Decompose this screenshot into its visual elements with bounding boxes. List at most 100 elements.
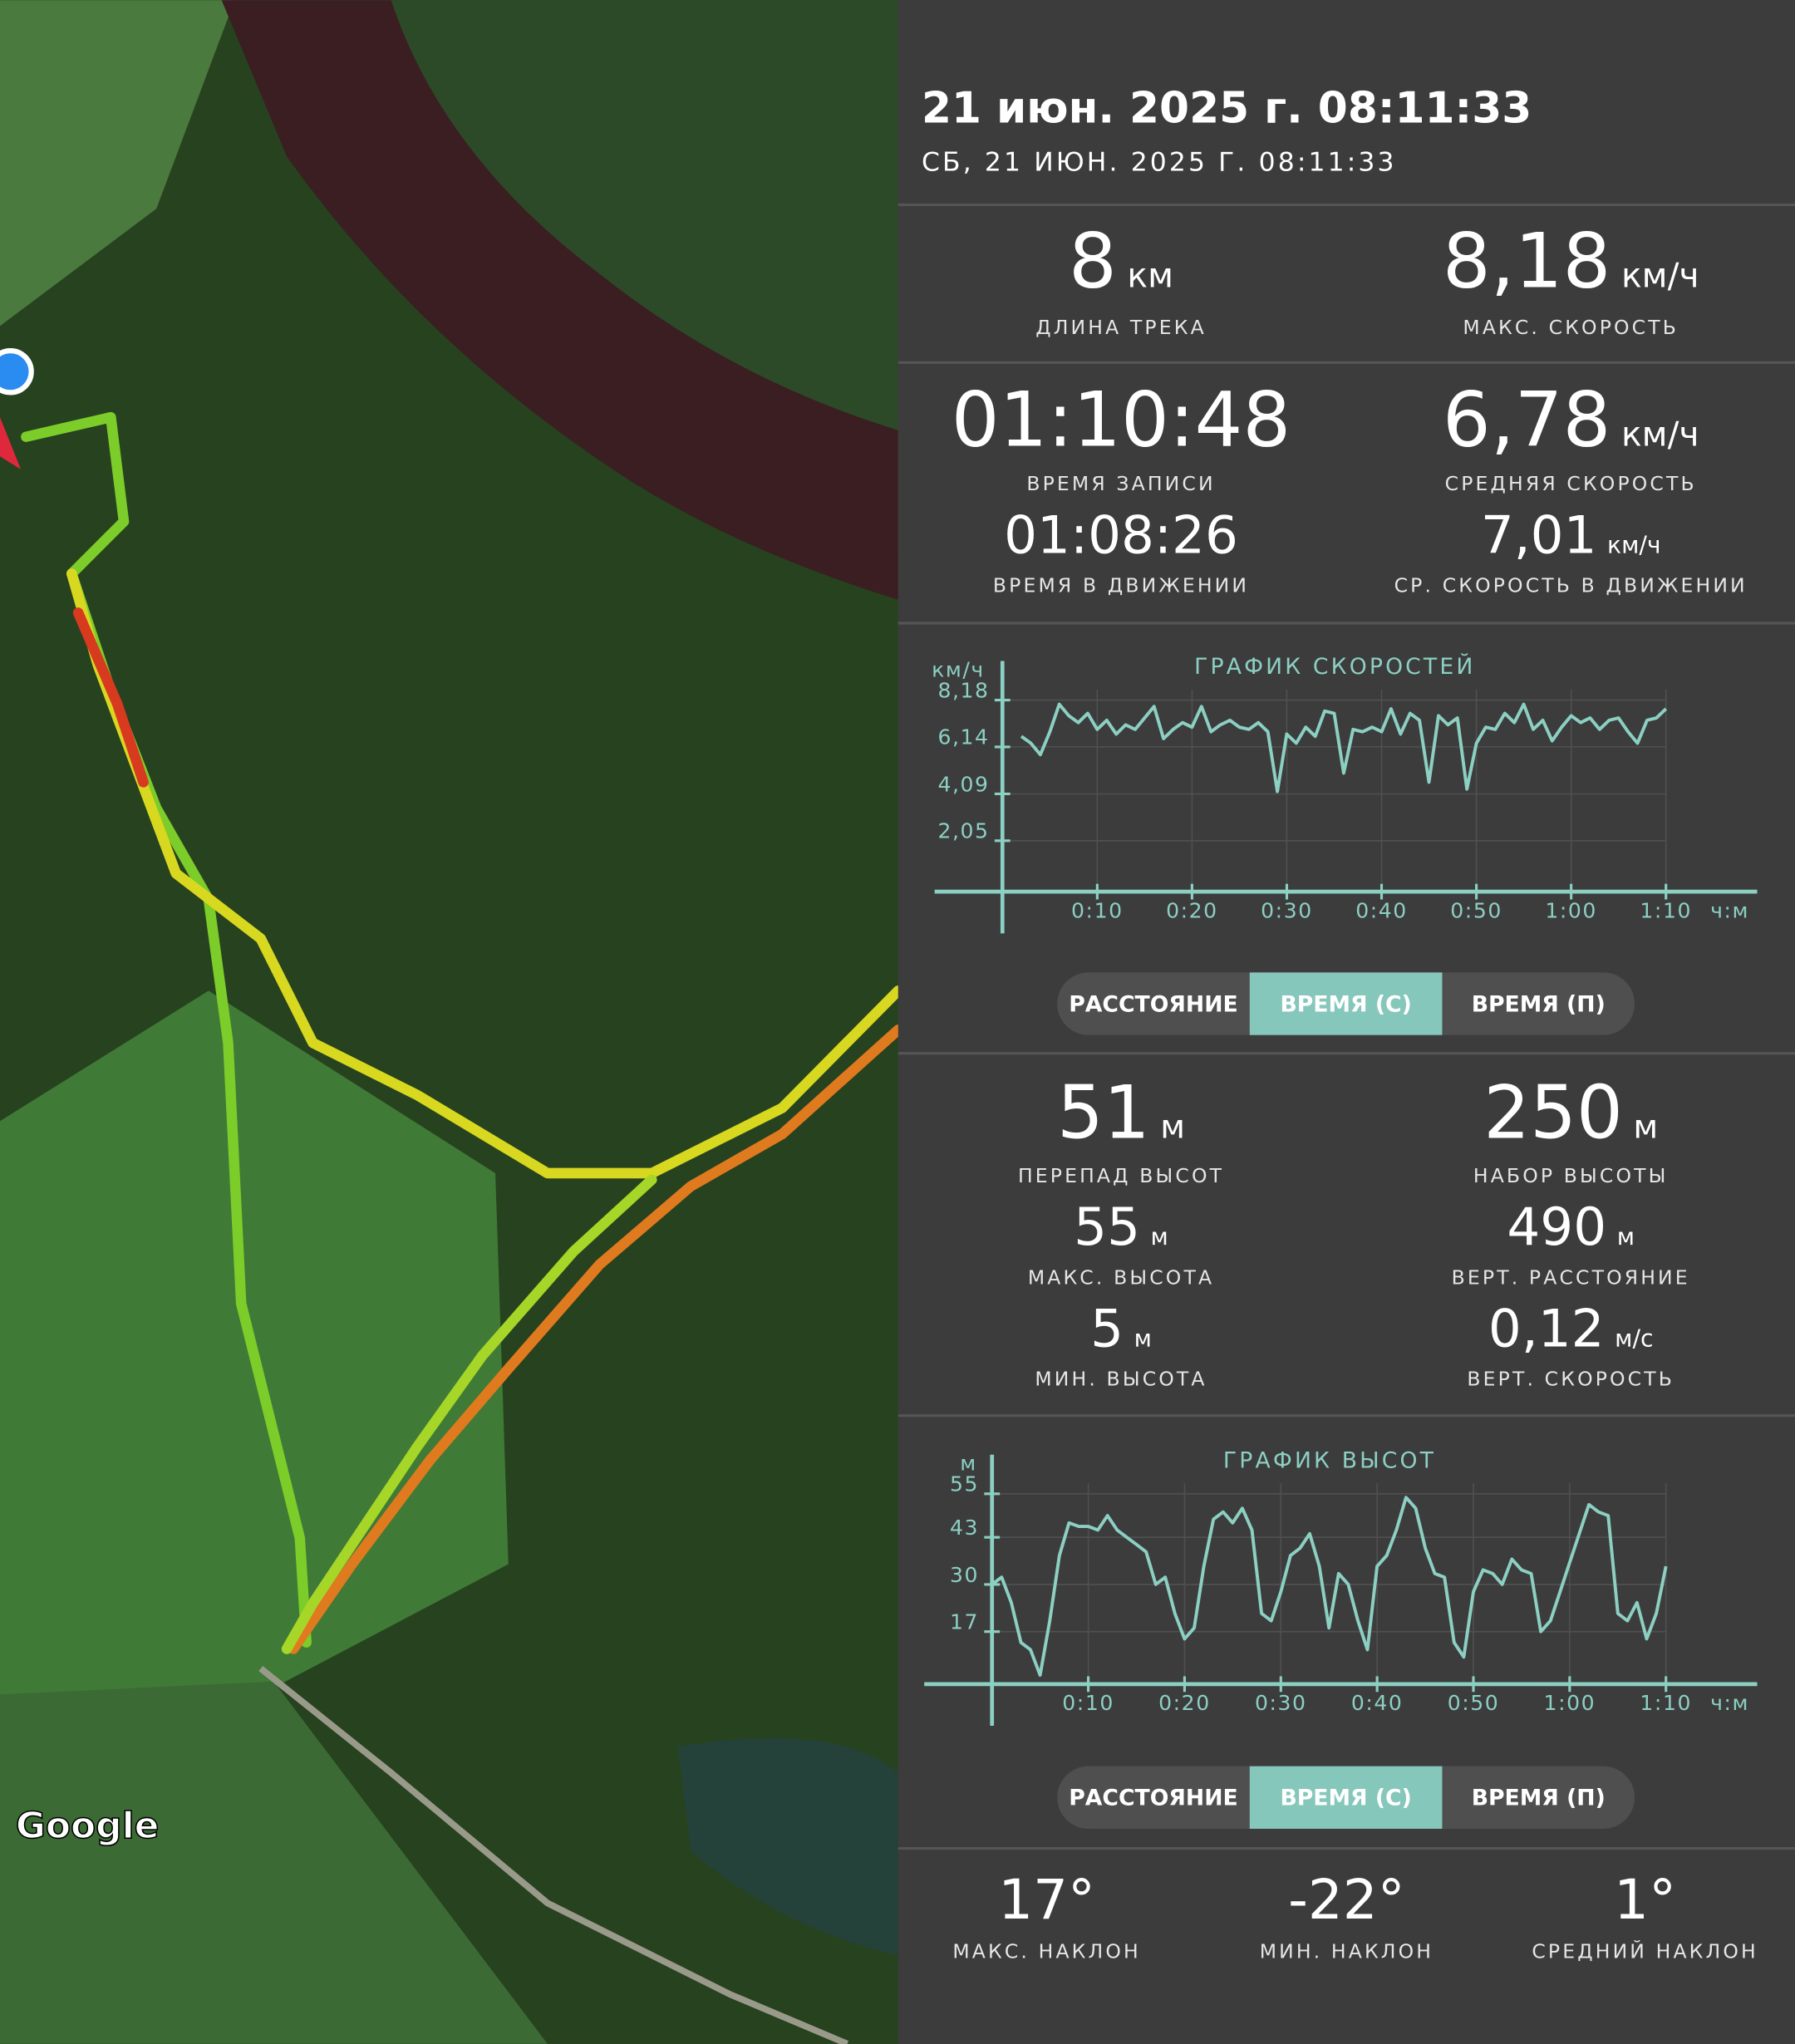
stat-value: 51 м bbox=[1057, 1070, 1185, 1156]
x-tick-label: 1:10 bbox=[1640, 1691, 1692, 1715]
stat-unit: км bbox=[1127, 255, 1173, 295]
toggle-option[interactable]: ВРЕМЯ (С) bbox=[1280, 1786, 1411, 1811]
stat-value: 0,12 м/с bbox=[1488, 1299, 1654, 1359]
stat-value: 8 км bbox=[1069, 218, 1173, 305]
stat-label: МИН. ВЫСОТА bbox=[1035, 1368, 1207, 1391]
field bbox=[0, 0, 235, 327]
y-tick-label: 43 bbox=[950, 1516, 979, 1540]
stat-number: -22° bbox=[1288, 1868, 1405, 1932]
road bbox=[258, 1665, 849, 2044]
stat-label: СРЕДНИЙ НАКЛОН bbox=[1532, 1939, 1758, 1963]
x-tick-label: 0:10 bbox=[1071, 899, 1124, 923]
stat-value: 55 м bbox=[1074, 1196, 1168, 1257]
stat-label: МИН. НАКЛОН bbox=[1260, 1939, 1434, 1963]
stat-label: ВЕРТ. СКОРОСТЬ bbox=[1467, 1368, 1675, 1391]
stat-label: ВРЕМЯ ЗАПИСИ bbox=[1026, 472, 1215, 495]
stat-number: 6,78 bbox=[1443, 377, 1611, 464]
stat-value: 17° bbox=[998, 1868, 1095, 1932]
stat-unit: км/ч bbox=[1621, 255, 1699, 295]
stat-label: ВЕРТ. РАССТОЯНИЕ bbox=[1452, 1265, 1690, 1289]
x-axis-unit: ч:м bbox=[1710, 899, 1749, 923]
y-axis-unit: м bbox=[960, 1452, 977, 1476]
y-tick-label: 4,09 bbox=[937, 772, 989, 796]
toggle-option[interactable]: РАССТОЯНИЕ bbox=[1069, 1786, 1238, 1811]
y-tick-label: 55 bbox=[950, 1472, 979, 1496]
x-tick-label: 0:20 bbox=[1166, 899, 1218, 923]
x-tick-label: 0:20 bbox=[1158, 1691, 1211, 1715]
stat-number: 8,18 bbox=[1443, 218, 1611, 305]
stat-number: 17° bbox=[998, 1868, 1095, 1932]
stat-number: 0,12 bbox=[1488, 1299, 1605, 1359]
start-marker bbox=[0, 348, 34, 396]
x-tick-label: 0:50 bbox=[1448, 1691, 1500, 1715]
track-segment bbox=[281, 1174, 657, 1654]
x-axis-unit: ч:м bbox=[1710, 1691, 1749, 1715]
stat-value: 01:10:48 bbox=[952, 377, 1291, 464]
stat-value: -22° bbox=[1288, 1868, 1405, 1932]
stat-label: МАКС. ВЫСОТА bbox=[1028, 1265, 1214, 1289]
stat-unit: м bbox=[1151, 1223, 1168, 1250]
stat-unit: м bbox=[1134, 1325, 1152, 1353]
stat-number: 51 bbox=[1057, 1070, 1150, 1156]
stat-unit: км/ч bbox=[1621, 415, 1699, 454]
subtitle: СБ, 21 ИЮН. 2025 Г. 08:11:33 bbox=[922, 148, 1397, 178]
data-line bbox=[1020, 702, 1668, 794]
x-tick-label: 0:30 bbox=[1255, 1691, 1307, 1715]
stat-value: 7,01 км/ч bbox=[1481, 504, 1661, 565]
toggle-option[interactable]: ВРЕМЯ (П) bbox=[1472, 991, 1606, 1017]
stat-value: 1° bbox=[1614, 1868, 1676, 1932]
stat-unit: м bbox=[1633, 1108, 1658, 1147]
map-attribution: Google bbox=[16, 1805, 160, 1847]
map[interactable]: Google bbox=[0, 0, 904, 2044]
y-tick-label: 17 bbox=[950, 1610, 979, 1634]
stat-unit: м bbox=[1617, 1223, 1635, 1250]
y-tick-label: 30 bbox=[950, 1563, 979, 1587]
field bbox=[0, 1681, 548, 2044]
x-tick-label: 1:00 bbox=[1544, 1691, 1596, 1715]
stat-label: СР. СКОРОСТЬ В ДВИЖЕНИИ bbox=[1394, 573, 1748, 597]
stat-number: 250 bbox=[1483, 1070, 1623, 1156]
chart-title: ГРАФИК СКОРОСТЕЙ bbox=[1194, 653, 1475, 680]
track-segment bbox=[288, 1024, 904, 1654]
y-axis-unit: км/ч bbox=[932, 657, 985, 681]
toggle-option[interactable]: РАССТОЯНИЕ bbox=[1069, 991, 1238, 1017]
stat-label: МАКС. НАКЛОН bbox=[952, 1939, 1140, 1963]
x-tick-label: 1:00 bbox=[1545, 899, 1597, 923]
toggle-option[interactable]: ВРЕМЯ (С) bbox=[1280, 991, 1411, 1017]
x-tick-label: 0:30 bbox=[1261, 899, 1313, 923]
x-tick-label: 0:40 bbox=[1351, 1691, 1404, 1715]
track bbox=[21, 411, 904, 1654]
stat-unit: км/ч bbox=[1607, 531, 1661, 558]
x-tick-label: 0:50 bbox=[1450, 899, 1502, 923]
stat-label: ВРЕМЯ В ДВИЖЕНИИ bbox=[993, 573, 1249, 597]
title: 21 июн. 2025 г. 08:11:33 bbox=[922, 84, 1532, 134]
stat-value: 8,18 км/ч bbox=[1443, 218, 1699, 305]
stat-label: ДЛИНА ТРЕКА bbox=[1035, 316, 1207, 339]
stat-value: 01:08:26 bbox=[1004, 504, 1238, 565]
x-tick-label: 0:40 bbox=[1355, 899, 1408, 923]
stat-value: 490 м bbox=[1507, 1196, 1635, 1257]
data-line bbox=[991, 1496, 1668, 1677]
stat-unit: м bbox=[1160, 1108, 1185, 1147]
stat-number: 5 bbox=[1090, 1299, 1124, 1359]
stat-label: НАБОР ВЫСОТЫ bbox=[1473, 1164, 1669, 1187]
y-tick-label: 2,05 bbox=[937, 819, 989, 843]
stat-label: МАКС. СКОРОСТЬ bbox=[1463, 316, 1679, 339]
stat-number: 490 bbox=[1507, 1196, 1606, 1257]
stat-label: ПЕРЕПАД ВЫСОТ bbox=[1018, 1164, 1224, 1187]
y-tick-label: 8,18 bbox=[937, 678, 989, 702]
stat-number: 01:10:48 bbox=[952, 377, 1291, 464]
track-segment bbox=[72, 607, 149, 788]
x-tick-label: 1:10 bbox=[1640, 899, 1692, 923]
river bbox=[221, 0, 898, 600]
stat-label: СРЕДНЯЯ СКОРОСТЬ bbox=[1445, 472, 1697, 495]
stat-number: 55 bbox=[1074, 1196, 1140, 1257]
lake bbox=[677, 1737, 898, 1956]
chart-title: ГРАФИК ВЫСОТ bbox=[1223, 1447, 1436, 1473]
stat-value: 250 м bbox=[1483, 1070, 1658, 1156]
x-tick-label: 0:10 bbox=[1062, 1691, 1114, 1715]
toggle-active bbox=[1249, 1766, 1443, 1829]
stat-number: 8 bbox=[1069, 218, 1117, 305]
toggle-option[interactable]: ВРЕМЯ (П) bbox=[1472, 1786, 1606, 1811]
